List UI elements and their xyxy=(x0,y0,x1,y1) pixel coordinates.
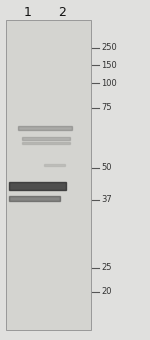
Bar xyxy=(44,164,65,166)
Bar xyxy=(9,195,60,201)
Text: 250: 250 xyxy=(101,44,117,52)
Text: 100: 100 xyxy=(101,79,117,87)
Text: 75: 75 xyxy=(101,103,112,113)
Text: 150: 150 xyxy=(101,61,117,69)
Text: 2: 2 xyxy=(58,5,66,18)
Text: 50: 50 xyxy=(101,164,111,172)
Bar xyxy=(9,182,66,190)
Text: 1: 1 xyxy=(24,5,32,18)
Bar xyxy=(22,142,70,144)
Bar xyxy=(18,126,72,130)
Text: 20: 20 xyxy=(101,288,111,296)
Text: 25: 25 xyxy=(101,264,111,272)
Bar xyxy=(22,136,70,139)
Text: 37: 37 xyxy=(101,195,112,204)
Bar xyxy=(6,20,91,330)
